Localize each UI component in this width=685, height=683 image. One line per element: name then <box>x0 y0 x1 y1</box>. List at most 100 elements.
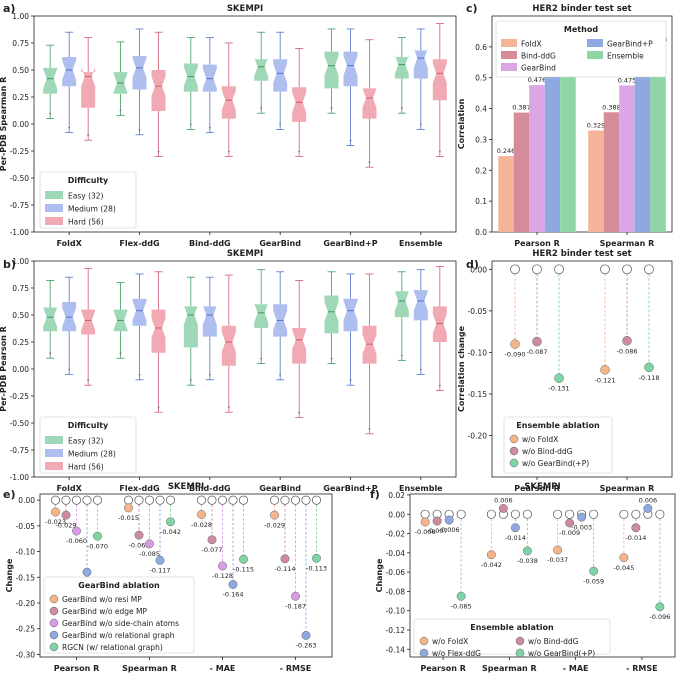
y-tick-label: 0.50 <box>12 311 29 320</box>
legend-label: Hard (56) <box>68 463 104 472</box>
box-body <box>273 59 288 92</box>
bar-value-label: 0.388 <box>602 103 621 111</box>
lollipop-origin <box>311 495 322 505</box>
point-value-label: -0.060 <box>66 537 87 545</box>
legend-label: GearBind w/o resi MP <box>62 595 142 604</box>
box-body <box>43 307 58 332</box>
bar <box>560 53 576 232</box>
lollipop-origin <box>532 264 542 275</box>
lollipop-origin <box>82 495 92 505</box>
box-outlier <box>368 161 371 164</box>
x-tick-label: Spearman R <box>600 239 655 248</box>
box-outlier <box>49 352 52 355</box>
y-tick-label: -0.30 <box>16 650 36 659</box>
lollipop-point <box>155 555 165 565</box>
box-outlier <box>208 126 211 129</box>
lollipop-point <box>72 526 81 536</box>
box-outlier <box>400 107 403 110</box>
y-tick-label: 0.75 <box>12 39 29 48</box>
y-axis-label: Correlation <box>457 98 466 149</box>
panel-tag: f) <box>370 488 380 501</box>
chart-title: HER2 binder test set <box>532 4 631 14</box>
lollipop-point <box>228 580 238 589</box>
x-tick-label: GearBind+P <box>323 239 377 248</box>
legend-label: w/o FoldX <box>522 435 558 444</box>
legend-box <box>503 416 613 474</box>
box-outlier <box>368 427 371 430</box>
point-value-label: -0.114 <box>275 565 296 573</box>
legend-label: FoldX <box>521 40 542 49</box>
y-tick-label: 1.00 <box>12 257 29 266</box>
y-tick-label: -0.50 <box>10 174 30 183</box>
y-tick-label: 0.00 <box>18 496 35 505</box>
legend-label: w/o GearBind(+P) <box>528 649 595 658</box>
lollipop-point <box>145 539 154 549</box>
lollipop-point <box>312 553 321 563</box>
box-body <box>183 63 198 92</box>
box-outlier <box>330 357 333 360</box>
legend-marker <box>515 648 525 658</box>
lollipop-point <box>643 504 653 513</box>
lollipop-origin <box>217 495 228 505</box>
x-tick-label: Ensemble <box>399 484 443 493</box>
box-outlier <box>330 107 333 110</box>
legend-marker <box>49 642 59 652</box>
point-value-label: -0.059 <box>583 577 604 585</box>
y-tick-label: 0.25 <box>12 93 29 102</box>
x-tick-label: Flex-ddG <box>119 484 159 493</box>
legend-box <box>495 20 667 78</box>
box-outlier <box>119 352 122 355</box>
lollipop-origin <box>420 509 430 519</box>
box-body <box>81 66 96 108</box>
legend-label: GearBind w/o side-chain atoms <box>62 619 179 628</box>
lollipop-point <box>166 517 175 527</box>
x-tick-label: Spearman R <box>600 484 655 493</box>
legend-swatch <box>45 436 63 444</box>
legend-title: Ensemble ablation <box>470 623 554 632</box>
lollipop-origin <box>622 264 632 275</box>
y-tick-label: -0.20 <box>468 431 488 440</box>
point-value-label: -0.007 <box>427 527 448 535</box>
y-tick-label: -0.75 <box>10 201 30 210</box>
box-outlier <box>438 384 441 387</box>
point-value-label: -0.015 <box>118 514 139 522</box>
bar <box>619 85 635 232</box>
point-value-label: -0.128 <box>212 572 233 580</box>
lollipop-origin <box>61 495 71 505</box>
y-tick-label: -1.00 <box>10 473 30 482</box>
point-value-label: 0.006 <box>639 496 658 504</box>
bar <box>634 72 651 233</box>
y-tick-label: 0.25 <box>12 338 29 347</box>
lollipop-origin <box>155 495 165 505</box>
box-outlier <box>298 150 301 153</box>
chart-title: HER2 binder test set <box>532 249 631 259</box>
box-body <box>362 325 377 364</box>
point-value-label: -0.118 <box>639 374 660 382</box>
bar-value-label: 0.476 <box>528 76 547 84</box>
lollipop-origin <box>553 509 563 519</box>
point-value-label: -0.042 <box>481 561 502 569</box>
bar <box>603 112 620 232</box>
lollipop-point <box>510 523 520 533</box>
point-value-label: -0.086 <box>617 347 638 355</box>
y-tick-label: 0.5 <box>475 74 487 83</box>
box-body <box>432 306 447 342</box>
legend-label: GearBind w/o relational graph <box>62 631 175 640</box>
y-tick-label: -1.00 <box>10 228 30 237</box>
box-body <box>324 295 339 334</box>
box-body <box>292 87 307 122</box>
lollipop-point <box>207 535 217 545</box>
box-body <box>202 64 217 92</box>
box-body <box>394 54 409 79</box>
x-tick-label: Bind-ddG <box>189 239 231 248</box>
lollipop-origin <box>196 495 207 505</box>
x-tick-label: Flex-ddG <box>119 239 159 248</box>
legend-title: Difficulty <box>68 176 109 185</box>
x-tick-label: FoldX <box>57 239 83 248</box>
point-value-label: -0.115 <box>233 566 254 574</box>
legend-marker <box>509 446 519 456</box>
plot-frame <box>491 260 673 478</box>
point-value-label: -0.045 <box>613 564 634 572</box>
bar-value-label: 0.329 <box>587 121 606 129</box>
